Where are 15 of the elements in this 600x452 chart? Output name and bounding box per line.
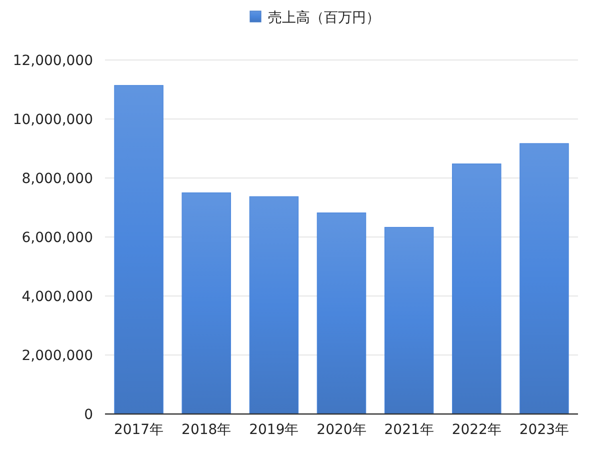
y-tick-label: 8,000,000 xyxy=(22,171,93,187)
legend-label: 売上高（百万円） xyxy=(268,10,380,26)
x-tick-label: 2023年 xyxy=(519,422,570,438)
x-tick-label: 2020年 xyxy=(316,422,366,438)
x-tick-label: 2019年 xyxy=(249,422,299,438)
y-tick-label: 10,000,000 xyxy=(12,112,93,128)
x-tick-label: 2018年 xyxy=(182,422,232,438)
y-tick-label: 2,000,000 xyxy=(22,348,93,364)
y-tick-label: 0 xyxy=(84,407,93,423)
x-tick-label: 2021年 xyxy=(384,422,434,438)
y-tick-label: 6,000,000 xyxy=(22,230,93,246)
x-tick-label: 2022年 xyxy=(452,422,502,438)
x-tick-label: 2017年 xyxy=(114,422,164,438)
y-tick-label: 4,000,000 xyxy=(22,289,93,305)
y-tick-label: 12,000,000 xyxy=(12,53,93,69)
